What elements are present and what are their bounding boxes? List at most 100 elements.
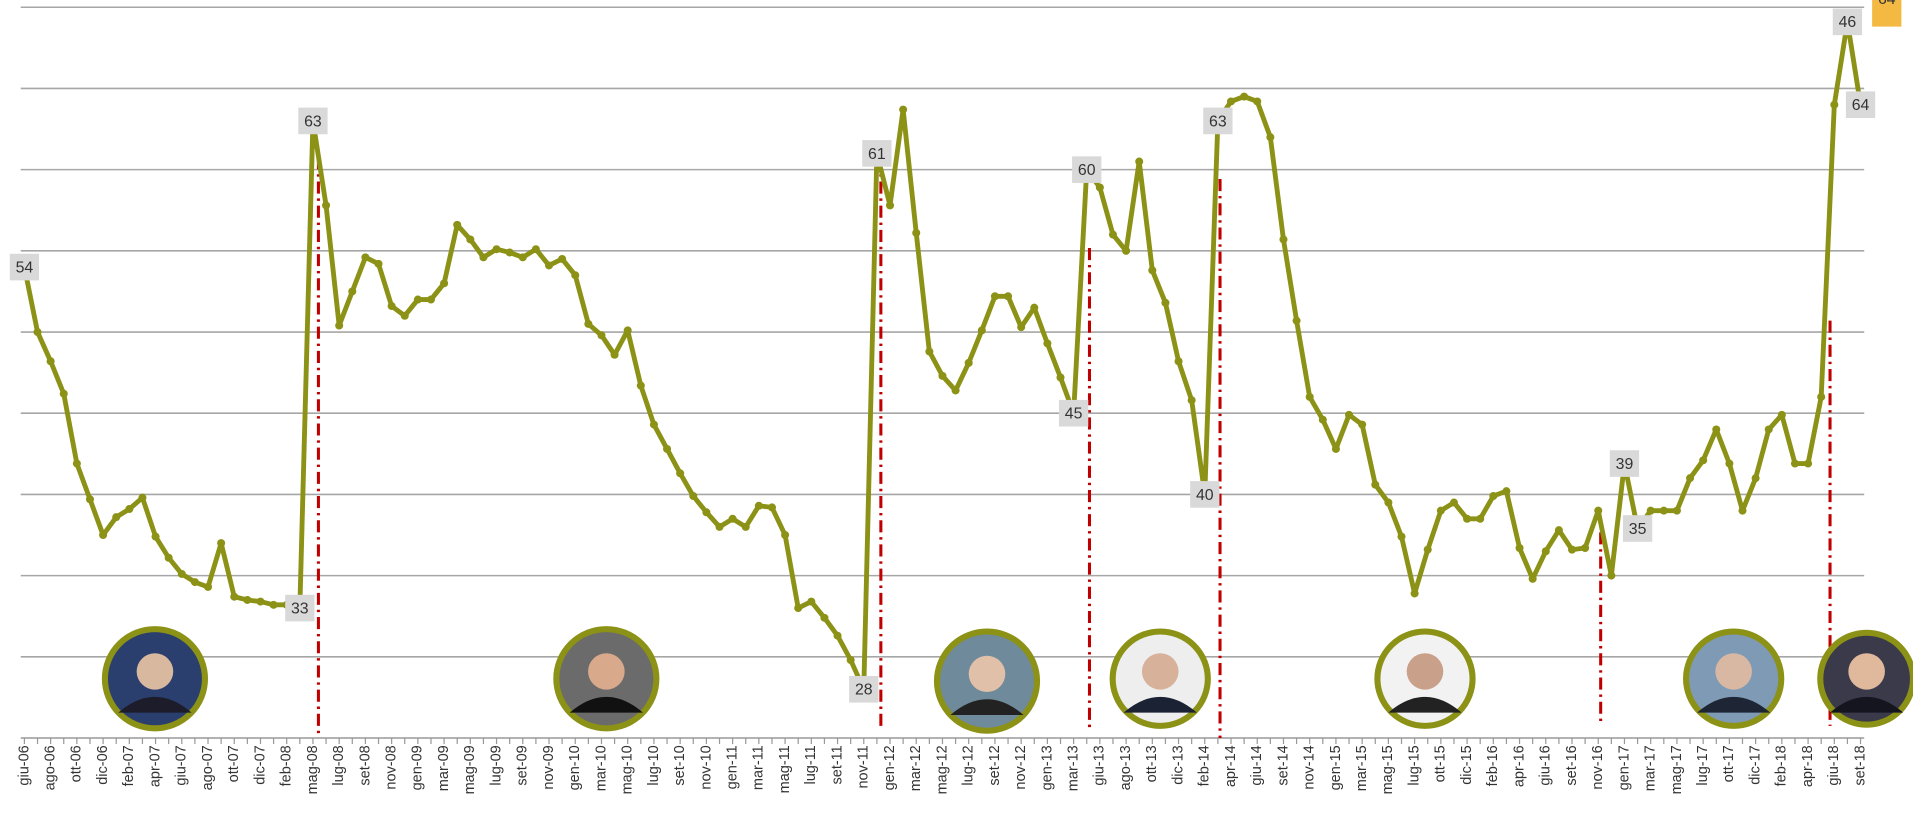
x-tick-label: feb-14 [1197,745,1213,786]
marker [1607,572,1615,580]
marker [1017,323,1025,331]
marker [689,492,697,500]
marker [86,495,94,503]
marker [60,390,68,398]
marker [204,583,212,591]
value-label: 61 [868,146,886,163]
x-tick-label: lug-08 [331,745,347,785]
x-tick-label: dic-07 [252,745,268,785]
marker [545,261,553,269]
x-tick-label: nov-11 [856,745,872,788]
marker [1463,515,1471,523]
x-tick-label: lug-12 [961,745,977,785]
x-tick-label: giu-06 [16,745,32,785]
marker [952,386,960,394]
marker [1043,339,1051,347]
x-tick-label: gen-10 [567,745,583,790]
marker [519,253,527,261]
marker [1004,292,1012,300]
x-tick-label: mag-08 [305,745,321,794]
marker [938,372,946,380]
marker [335,322,343,330]
x-tick-label: mar-09 [436,745,452,791]
value-label: 64 [1852,97,1870,114]
marker [1306,393,1314,401]
marker [1686,474,1694,482]
value-label: 39 [1616,456,1634,473]
marker [978,326,986,334]
x-tick-label: apr-07 [147,745,163,787]
x-tick-label: giu-13 [1092,745,1108,785]
x-tick-label: feb-07 [121,745,137,786]
marker [1319,416,1327,424]
marker [676,469,684,477]
x-tick-label: mag-09 [462,745,478,794]
x-tick-label: dic-15 [1459,745,1475,785]
marker [834,632,842,640]
marker [1240,93,1248,101]
x-tick-label: ago-07 [200,745,216,790]
marker [1516,544,1524,552]
marker [414,296,422,304]
marker [1594,507,1602,515]
marker [466,235,474,243]
marker [1765,425,1773,433]
marker [1175,357,1183,365]
x-tick-label: ott-07 [226,745,242,782]
marker [1752,474,1760,482]
x-tick-label: lug-15 [1406,745,1422,785]
portrait [1113,632,1208,726]
value-label: 40 [1196,487,1214,504]
x-tick-label: mag-12 [934,745,950,794]
marker [925,348,933,356]
x-tick-label: set-08 [357,745,373,785]
marker [440,279,448,287]
marker [374,260,382,268]
x-tick-label: nov-16 [1590,745,1606,789]
portrait [937,632,1037,731]
marker [1502,487,1510,495]
x-tick-label: giu-14 [1249,745,1265,785]
x-tick-label: gen-15 [1328,745,1344,790]
marker [650,421,658,429]
x-tick-label: mag-15 [1380,745,1396,794]
portrait [105,629,205,728]
x-tick-label: feb-18 [1774,745,1790,786]
x-tick-label: nov-14 [1302,745,1318,789]
x-tick-label: ott-13 [1144,745,1160,782]
marker [584,320,592,328]
marker [243,596,251,604]
x-tick-label: gen-09 [410,745,426,790]
marker [1791,460,1799,468]
x-tick-label: mar-12 [908,745,924,791]
marker [899,106,907,114]
marker [1804,460,1812,468]
marker [1266,133,1274,141]
marker [73,460,81,468]
marker [361,253,369,261]
marker [820,614,828,622]
marker [1725,460,1733,468]
portrait [1686,632,1781,726]
marker [1555,526,1563,534]
x-tick-label: feb-08 [279,745,295,786]
marker [794,604,802,612]
marker [401,312,409,320]
marker [493,245,501,253]
marker [558,255,566,263]
marker [912,229,920,237]
marker [611,351,619,359]
marker [1424,546,1432,554]
value-label: 28 [855,682,873,699]
marker [479,253,487,261]
x-tick-label: mag-10 [620,745,636,794]
marker [322,201,330,209]
x-tick-label: set-14 [1275,745,1291,785]
marker [1161,299,1169,307]
marker [768,503,776,511]
x-tick-label: gen-13 [1039,745,1055,790]
x-tick-label: nov-09 [541,745,557,789]
marker [637,382,645,390]
marker [1279,235,1287,243]
marker [1188,396,1196,404]
